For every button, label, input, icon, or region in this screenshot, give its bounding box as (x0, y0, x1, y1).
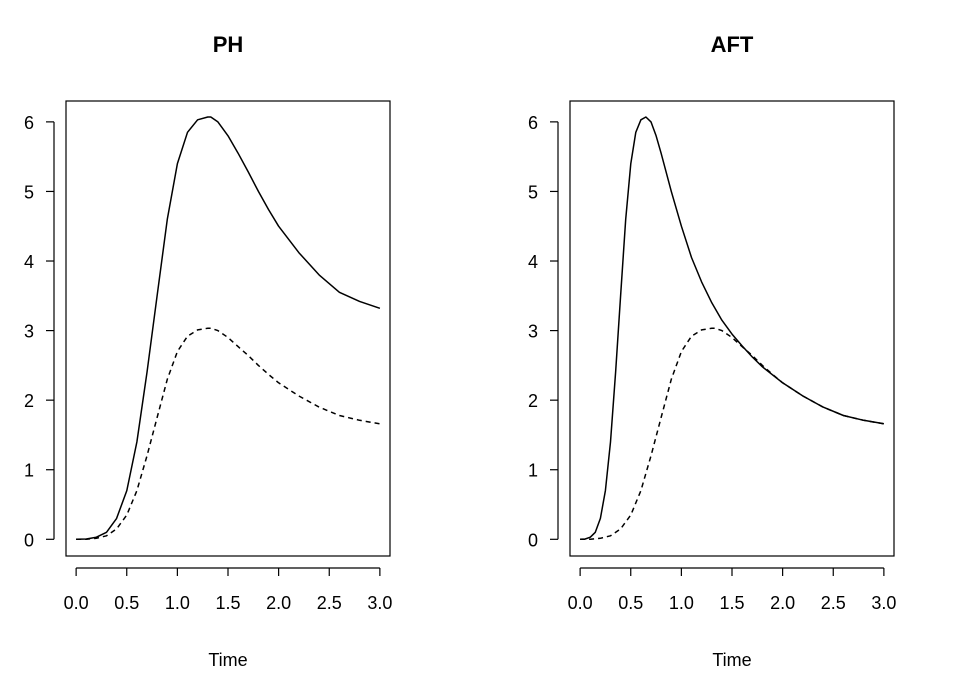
y-tick-label: 1 (528, 461, 538, 481)
y-tick-label: 2 (24, 391, 34, 411)
x-axis-label: Time (208, 650, 247, 670)
x-tick-label: 3.0 (871, 593, 896, 613)
x-tick-label: 3.0 (367, 593, 392, 613)
series-line-dashed (76, 327, 381, 541)
x-tick-label: 1.0 (165, 593, 190, 613)
y-tick-label: 6 (24, 113, 34, 133)
series-line-solid (76, 116, 381, 541)
y-tick-label: 2 (528, 391, 538, 411)
series-line-dashed (580, 327, 885, 541)
x-tick-label: 0.0 (64, 593, 89, 613)
y-tick-label: 5 (24, 182, 34, 202)
plot-frame (65, 100, 391, 557)
y-tick-label: 4 (24, 252, 34, 272)
x-tick-label: 2.5 (821, 593, 846, 613)
chart-panel-aft: AFT 0.0 0.5 1.0 1.5 2.0 2.5 3.0 0 1 2 3 4 5 6 Time (528, 32, 896, 670)
y-tick-label: 0 (528, 530, 538, 550)
y-tick-label: 5 (528, 182, 538, 202)
chart-title: PH (213, 32, 244, 57)
y-tick-label: 3 (528, 322, 538, 342)
plot-frame (569, 100, 895, 557)
chart-panel-ph: PH 0.0 0.5 1.0 1.5 2.0 2.5 3.0 0 1 2 3 4 5 6 Time (24, 32, 392, 670)
chart-title: AFT (711, 32, 754, 57)
series-line-solid (580, 116, 885, 541)
y-tick-label: 3 (24, 322, 34, 342)
x-tick-label: 0.5 (618, 593, 643, 613)
y-tick-label: 1 (24, 461, 34, 481)
x-axis-label: Time (712, 650, 751, 670)
x-tick-label: 2.0 (266, 593, 291, 613)
x-tick-label: 2.0 (770, 593, 795, 613)
x-tick-label: 0.0 (568, 593, 593, 613)
x-tick-label: 0.5 (114, 593, 139, 613)
y-tick-label: 6 (528, 113, 538, 133)
y-tick-label: 4 (528, 252, 538, 272)
x-tick-label: 2.5 (317, 593, 342, 613)
x-tick-label: 1.5 (215, 593, 240, 613)
x-tick-label: 1.0 (669, 593, 694, 613)
x-tick-label: 1.5 (719, 593, 744, 613)
y-tick-label: 0 (24, 530, 34, 550)
